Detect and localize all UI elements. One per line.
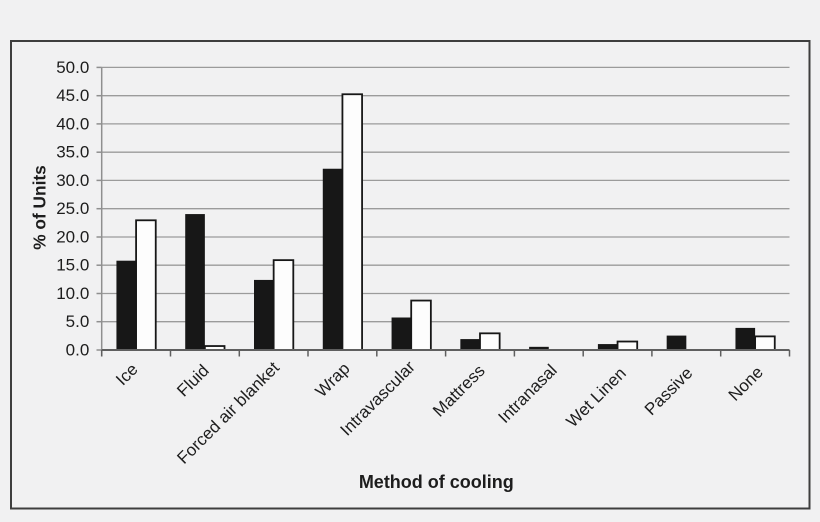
svg-text:% of Units: % of Units [30, 165, 50, 249]
svg-text:40.0: 40.0 [56, 114, 89, 133]
svg-text:0.0: 0.0 [66, 340, 90, 359]
svg-text:5.0: 5.0 [66, 312, 90, 331]
svg-text:50.0: 50.0 [56, 58, 89, 77]
svg-text:Method of cooling: Method of cooling [359, 472, 514, 492]
svg-text:10.0: 10.0 [56, 284, 89, 303]
svg-text:20.0: 20.0 [56, 227, 89, 246]
svg-text:45.0: 45.0 [56, 86, 89, 105]
svg-text:25.0: 25.0 [56, 199, 89, 218]
svg-text:15.0: 15.0 [56, 256, 89, 275]
svg-text:30.0: 30.0 [56, 171, 89, 190]
svg-text:35.0: 35.0 [56, 143, 89, 162]
